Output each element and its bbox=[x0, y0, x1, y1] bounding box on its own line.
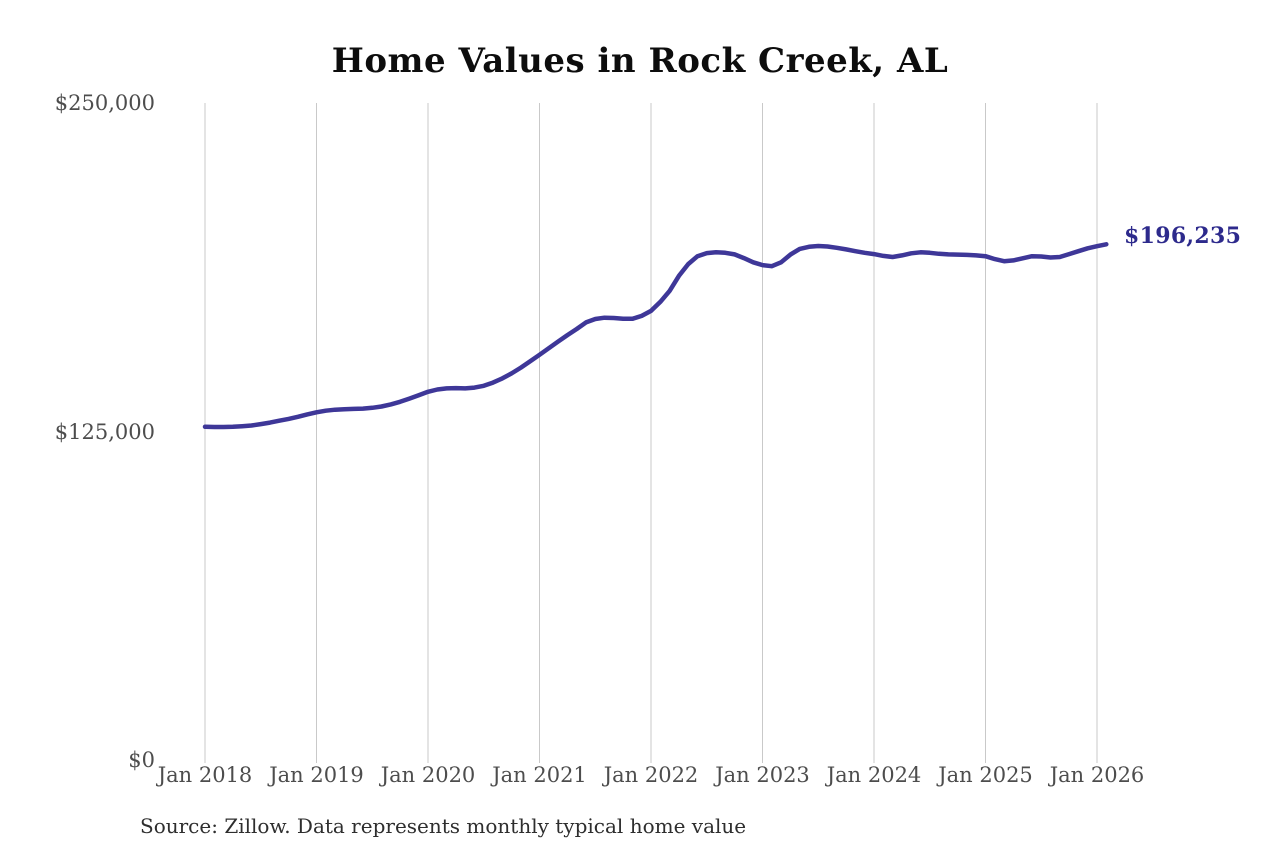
x-axis-tick-label: Jan 2025 bbox=[938, 763, 1033, 787]
x-axis-tick-label: Jan 2020 bbox=[380, 763, 476, 787]
y-axis-tick-label: $125,000 bbox=[54, 419, 155, 444]
x-axis-tick-label: Jan 2023 bbox=[715, 763, 810, 787]
source-note: Source: Zillow. Data represents monthly … bbox=[140, 814, 747, 838]
x-axis-tick-label: Jan 2019 bbox=[269, 763, 364, 787]
x-axis-tick-label: Jan 2021 bbox=[492, 763, 587, 787]
y-axis-tick-label: $250,000 bbox=[54, 91, 155, 115]
x-axis-tick-label: Jan 2022 bbox=[603, 763, 699, 787]
y-axis-tick-label: $0 bbox=[128, 748, 155, 772]
x-axis-tick-label: Jan 2024 bbox=[826, 763, 922, 787]
current-value-label: $196,235 bbox=[1124, 223, 1242, 249]
chart-title: Home Values in Rock Creek, AL bbox=[331, 41, 949, 81]
x-axis-tick-label: Jan 2018 bbox=[157, 763, 253, 787]
x-axis-tick-label: Jan 2026 bbox=[1049, 763, 1145, 787]
home-value-line bbox=[202, 242, 1109, 430]
